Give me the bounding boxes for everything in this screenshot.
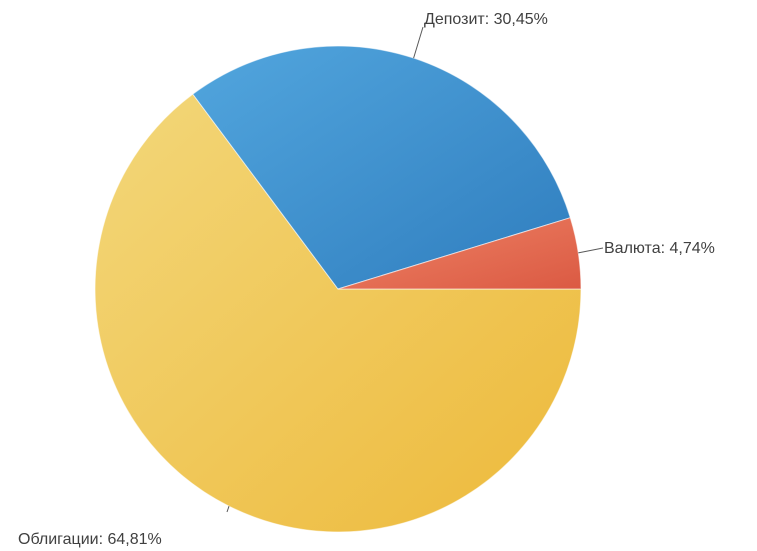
data-label-депозит: Депозит: 30,45% [424, 11, 548, 28]
data-label-облигации: Облигации: 64,81% [18, 531, 162, 548]
data-labels: Облигации: 64,81% Депозит: 30,45% Валюта: … [18, 11, 715, 548]
leader-line-депозит [413, 26, 424, 59]
pie-slices [94, 45, 582, 533]
leader-line-облигации [226, 506, 230, 513]
pie-slice-облигации [94, 93, 582, 533]
data-label-валюта: Валюта: 4,74% [604, 240, 715, 257]
leader-line-валюта [578, 247, 604, 254]
leader-lines [226, 26, 604, 513]
